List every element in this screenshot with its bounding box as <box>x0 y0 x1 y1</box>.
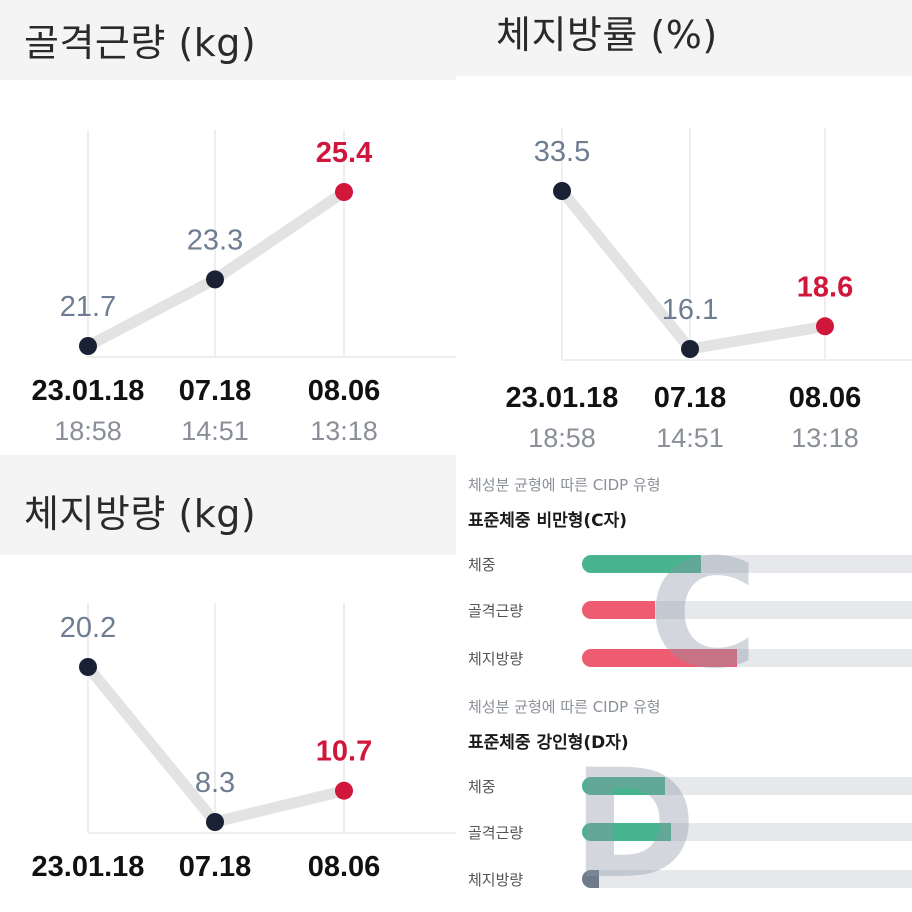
cidp-bar-fill <box>582 649 738 667</box>
tick-label-date: 23.01.18 <box>506 382 619 414</box>
chart-plot: 20.2 8.3 10.7 23.01.18 07.18 08.06 <box>32 603 456 883</box>
cidp-row-label: 골격근량 <box>468 602 524 620</box>
cidp-type-label: 표준체중 강인형(D자) <box>468 733 629 753</box>
cidp-caption: 체성분 균형에 따른 CIDP 유형 <box>468 698 661 716</box>
data-point <box>553 182 571 200</box>
data-point <box>79 337 97 355</box>
chart-title: 체지방률 (%) <box>496 13 718 57</box>
cidp-bar-fill <box>582 777 665 795</box>
chart-panel-skeletal-muscle: 골격근량 (kg) 21.7 23.3 25.4 23.01.18 07.18 08.06… <box>0 0 456 455</box>
data-point <box>335 183 353 201</box>
cidp-bar-track <box>582 870 912 888</box>
cidp-bar-fill <box>582 555 701 573</box>
cidp-row-label: 골격근량 <box>468 824 524 842</box>
cidp-block-c: 체성분 균형에 따른 CIDP 유형 표준체중 비만형(C자) 체중 골격근량 … <box>456 462 912 690</box>
cidp-row-label: 체중 <box>468 778 496 796</box>
data-point <box>335 781 353 800</box>
cidp-type-label: 표준체중 비만형(C자) <box>468 511 628 531</box>
data-point <box>816 317 834 336</box>
chart-plot: 21.7 23.3 25.4 23.01.18 07.18 08.06 18:58 14:51… <box>32 130 456 446</box>
chart-plot: 33.5 16.1 18.6 23.01.18 07.18 08.06 18:58 14:51… <box>506 128 912 453</box>
data-label: 21.7 <box>60 291 116 323</box>
tick-label-time: 14:51 <box>656 423 724 453</box>
cidp-row-label: 체중 <box>468 556 496 574</box>
data-label: 8.3 <box>195 767 235 799</box>
tick-label-date: 23.01.18 <box>32 851 145 883</box>
chart-header: 체지방량 (kg) <box>0 455 456 555</box>
cidp-row-label: 체지방량 <box>468 871 524 889</box>
cidp-letter-d: D <box>572 738 697 912</box>
chart-header: 체지방률 (%) <box>456 0 912 76</box>
cidp-caption: 체성분 균형에 따른 CIDP 유형 <box>468 476 661 494</box>
chart-panel-body-fat-percent: 체지방률 (%) 33.5 16.1 18.6 23.01.18 07.18 08.06 1… <box>456 0 912 462</box>
chart-header: 골격근량 (kg) <box>0 0 456 80</box>
cidp-bar-track <box>582 823 912 841</box>
data-label: 16.1 <box>662 294 718 326</box>
cidp-panel: 체성분 균형에 따른 CIDP 유형 표준체중 비만형(C자) 체중 골격근량 … <box>456 462 912 912</box>
cidp-bar-track <box>582 777 912 795</box>
data-point <box>206 813 224 831</box>
cidp-block-d: 체성분 균형에 따른 CIDP 유형 표준체중 강인형(D자) 체중 골격근량 … <box>456 688 912 912</box>
data-label: 20.2 <box>60 612 116 644</box>
cidp-bar-fill <box>582 870 599 888</box>
chart-panel-body-fat-mass: 체지방량 (kg) 20.2 8.3 10.7 23.01.18 07.18 08.06 <box>0 455 456 912</box>
tick-label-time: 13:18 <box>310 416 378 446</box>
tick-label-date: 07.18 <box>179 851 252 883</box>
data-point <box>681 340 699 358</box>
cidp-bar-track <box>582 649 912 667</box>
data-point <box>206 270 224 289</box>
tick-label-time: 13:18 <box>791 423 859 453</box>
cidp-bar-track <box>582 555 912 573</box>
data-label: 33.5 <box>534 136 590 168</box>
cidp-bar-fill <box>582 601 655 619</box>
cidp-bar-fill <box>582 823 672 841</box>
tick-label-date: 07.18 <box>179 375 252 407</box>
data-label: 23.3 <box>187 224 243 256</box>
cidp-row-label: 체지방량 <box>468 650 524 668</box>
data-label: 10.7 <box>316 736 372 768</box>
data-label: 25.4 <box>316 137 372 169</box>
chart-title: 골격근량 (kg) <box>24 21 257 65</box>
data-point <box>79 658 97 676</box>
cidp-letter-c: C <box>648 528 759 702</box>
tick-label-date: 08.06 <box>308 375 381 407</box>
tick-label-date: 08.06 <box>789 382 862 414</box>
tick-label-time: 18:58 <box>54 416 122 446</box>
tick-label-date: 23.01.18 <box>32 375 145 407</box>
chart-title: 체지방량 (kg) <box>24 492 257 536</box>
tick-label-date: 07.18 <box>654 382 727 414</box>
tick-label-time: 14:51 <box>181 416 249 446</box>
tick-label-date: 08.06 <box>308 851 381 883</box>
cidp-bar-track <box>582 601 912 619</box>
tick-label-time: 18:58 <box>528 423 596 453</box>
data-label: 18.6 <box>797 271 853 303</box>
